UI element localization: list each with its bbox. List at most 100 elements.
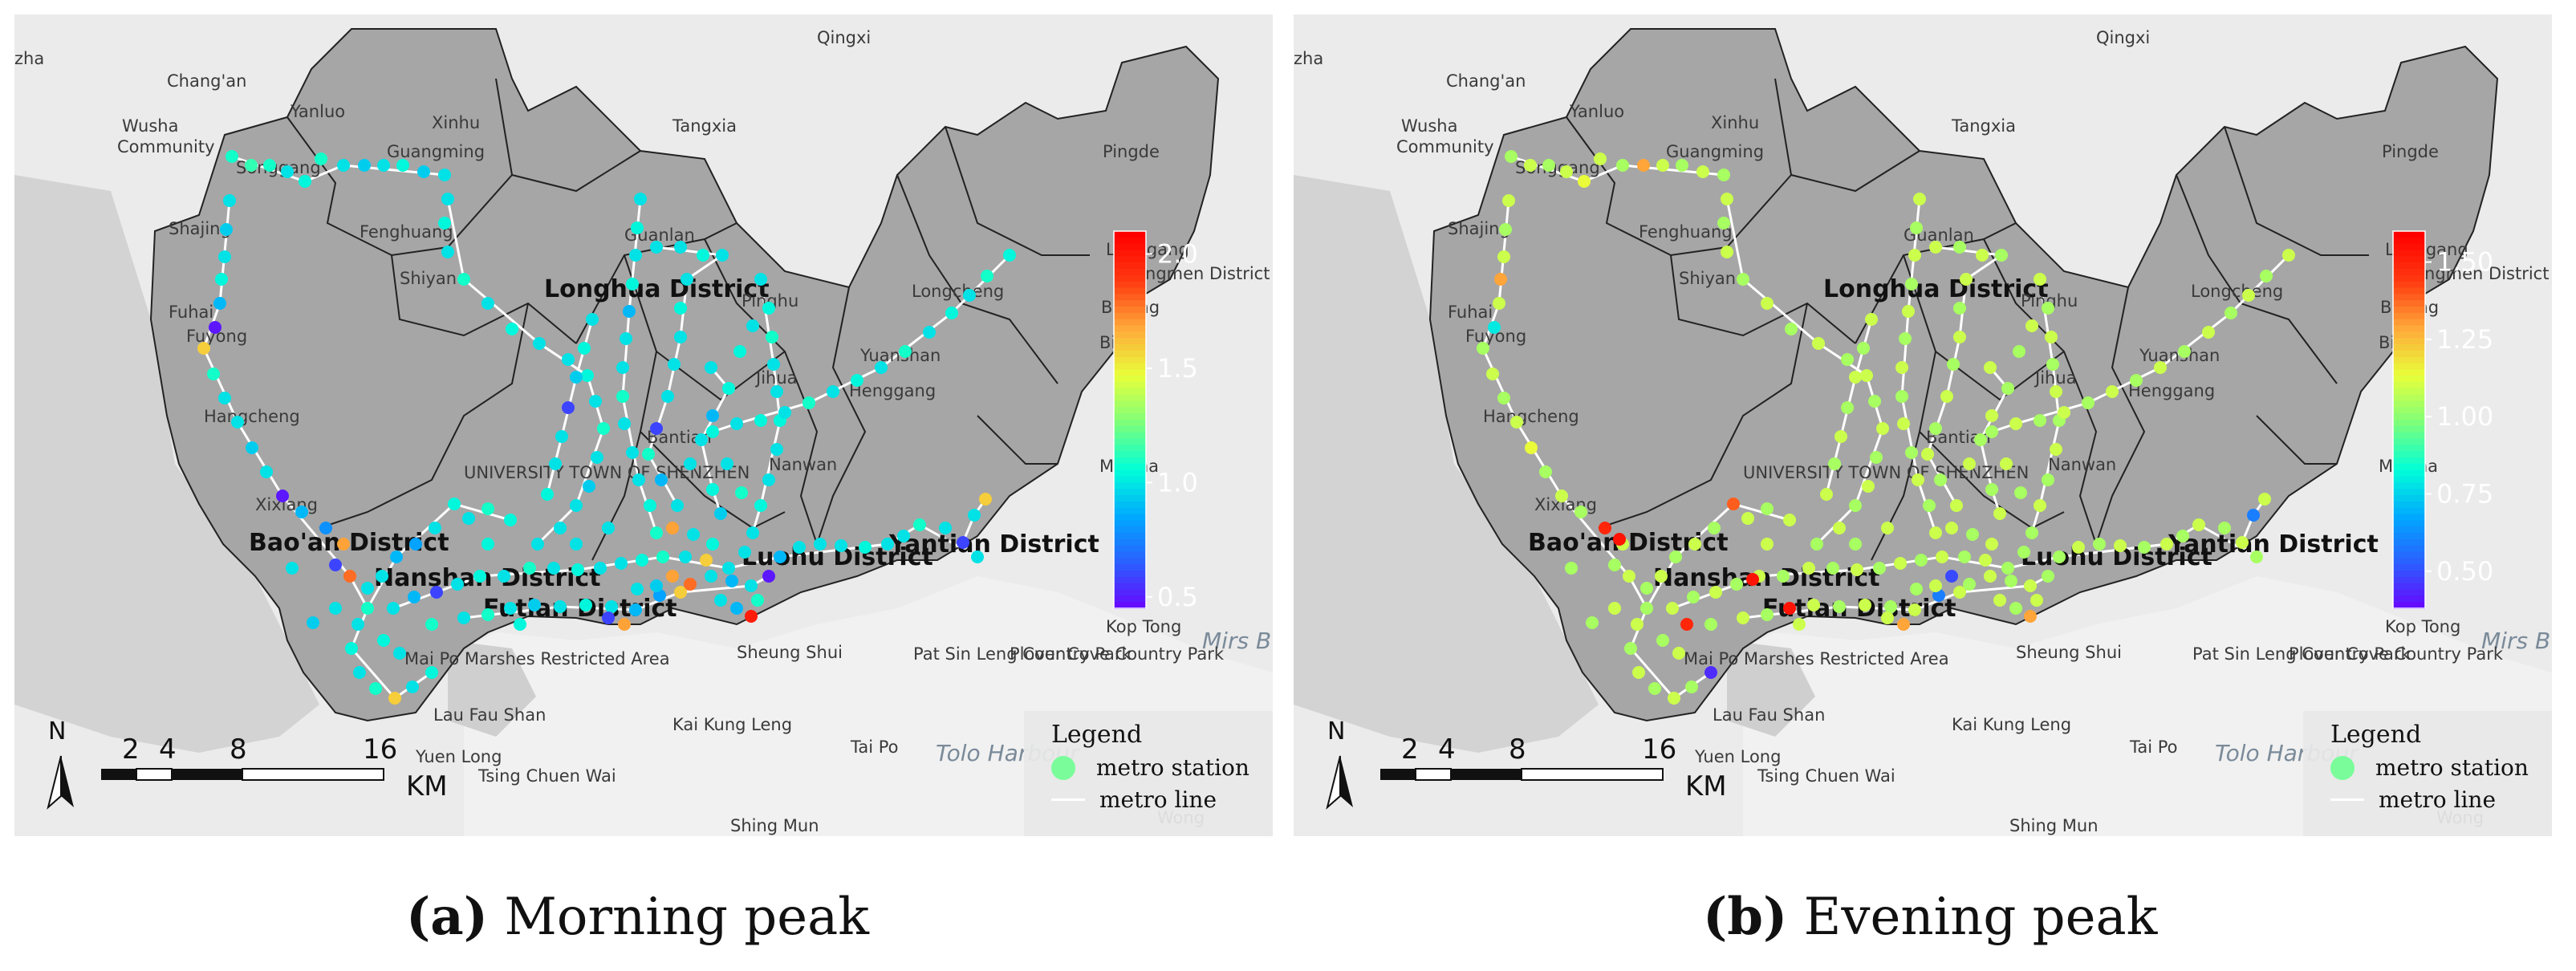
metro-station xyxy=(223,194,236,207)
metro-station xyxy=(899,345,912,358)
metro-station xyxy=(2034,414,2046,427)
metro-station xyxy=(2053,551,2066,563)
metro-station xyxy=(1915,554,1928,567)
colorbar-segment xyxy=(1114,287,1146,295)
colorbar-segment xyxy=(2393,269,2425,276)
metro-station xyxy=(1899,332,1912,345)
metro-station xyxy=(376,570,388,583)
metro-station xyxy=(1624,642,1637,655)
place-label: Hangcheng xyxy=(1483,407,1579,426)
colorbar-segment xyxy=(1114,394,1146,402)
north-label: N xyxy=(48,717,67,746)
metro-station xyxy=(481,538,494,551)
metro-station xyxy=(2042,473,2054,486)
metro-station xyxy=(1905,446,1918,459)
place-label: Qingxi xyxy=(2096,28,2150,47)
metro-station xyxy=(1934,473,1947,486)
metro-station xyxy=(1976,249,1989,262)
metro-station xyxy=(591,451,603,464)
place-label: Henggang xyxy=(849,381,936,400)
place-label: Fuhai xyxy=(1448,303,1493,322)
metro-station xyxy=(1807,599,1820,611)
metro-station xyxy=(406,681,419,693)
metro-station xyxy=(770,443,783,456)
metro-station xyxy=(1565,562,1578,575)
metro-station xyxy=(1966,528,1979,541)
metro-station xyxy=(1857,342,1870,355)
metro-station xyxy=(387,602,400,615)
metro-station xyxy=(631,583,644,595)
colorbar-segment xyxy=(2393,520,2425,528)
metro-station xyxy=(754,499,767,512)
place-label: Jihua xyxy=(2034,368,2077,388)
metro-station xyxy=(570,499,583,512)
metro-station xyxy=(1985,409,1998,422)
metro-station xyxy=(218,250,231,263)
metro-station xyxy=(1680,618,1693,631)
metro-station xyxy=(1631,618,1644,631)
metro-station xyxy=(388,692,401,705)
metro-station xyxy=(631,221,644,234)
colorbar-segment xyxy=(2393,495,2425,502)
metro-station xyxy=(207,368,220,380)
legend-title: Legend xyxy=(2330,721,2422,749)
metro-station xyxy=(1793,618,1806,631)
metro-station xyxy=(315,152,327,165)
metro-station xyxy=(523,562,536,575)
metro-station xyxy=(705,570,717,583)
metro-station xyxy=(1936,551,1948,563)
metro-station xyxy=(1640,582,1653,595)
metro-station xyxy=(1984,361,1997,374)
metro-station xyxy=(1802,562,1815,575)
metro-station xyxy=(1574,506,1587,518)
scale-unit: KM xyxy=(406,770,448,802)
metro-station xyxy=(541,488,554,501)
metro-station xyxy=(1985,483,1998,496)
metro-station xyxy=(1984,570,1997,583)
metro-station xyxy=(618,618,631,631)
metro-station xyxy=(1851,563,1863,576)
metro-station xyxy=(913,518,926,531)
district-boundary xyxy=(2224,126,2369,256)
metro-station xyxy=(597,422,610,435)
colorbar-segment xyxy=(2393,281,2425,289)
metro-station xyxy=(1929,422,1942,435)
colorbar-segment xyxy=(2393,507,2425,515)
colorbar-tick-label: 1.50 xyxy=(2436,247,2493,278)
metro-station xyxy=(504,602,517,615)
metro-station xyxy=(2058,406,2070,419)
legend-line-label: metro line xyxy=(1099,786,1217,813)
metro-station xyxy=(570,538,583,551)
colorbar-segment xyxy=(2393,363,2425,371)
metro-station xyxy=(623,305,636,318)
metro-station xyxy=(448,498,461,510)
colorbar-segment xyxy=(2393,394,2425,402)
place-label: Nanshan District xyxy=(374,564,601,592)
metro-line-icon xyxy=(1051,798,1085,801)
colorbar-segment xyxy=(2393,533,2425,540)
metro-station xyxy=(968,509,981,522)
metro-station xyxy=(1669,551,1682,563)
metro-station xyxy=(1849,499,1862,512)
metro-station xyxy=(1623,570,1635,583)
colorbar-segment xyxy=(1114,369,1146,377)
metro-station xyxy=(583,480,595,493)
metro-station xyxy=(425,666,438,679)
legend-title: Legend xyxy=(1051,721,1143,749)
metro-station xyxy=(408,591,421,603)
metro-station xyxy=(2000,457,2013,470)
metro-station xyxy=(1960,273,1973,286)
colorbar-segment xyxy=(2393,287,2425,295)
metro-station xyxy=(1985,425,1998,438)
metro-station xyxy=(457,273,470,286)
metro-station xyxy=(1908,249,1921,262)
metro-station xyxy=(762,302,775,315)
metro-station xyxy=(636,554,648,567)
metro-station xyxy=(226,150,238,163)
colorbar-segment xyxy=(1114,476,1146,484)
colorbar-segment xyxy=(2393,312,2425,320)
metro-station xyxy=(762,473,775,486)
metro-station xyxy=(430,586,443,599)
place-label: Lau Fau Shan xyxy=(1713,705,1825,725)
colorbar-segment xyxy=(1114,551,1146,559)
